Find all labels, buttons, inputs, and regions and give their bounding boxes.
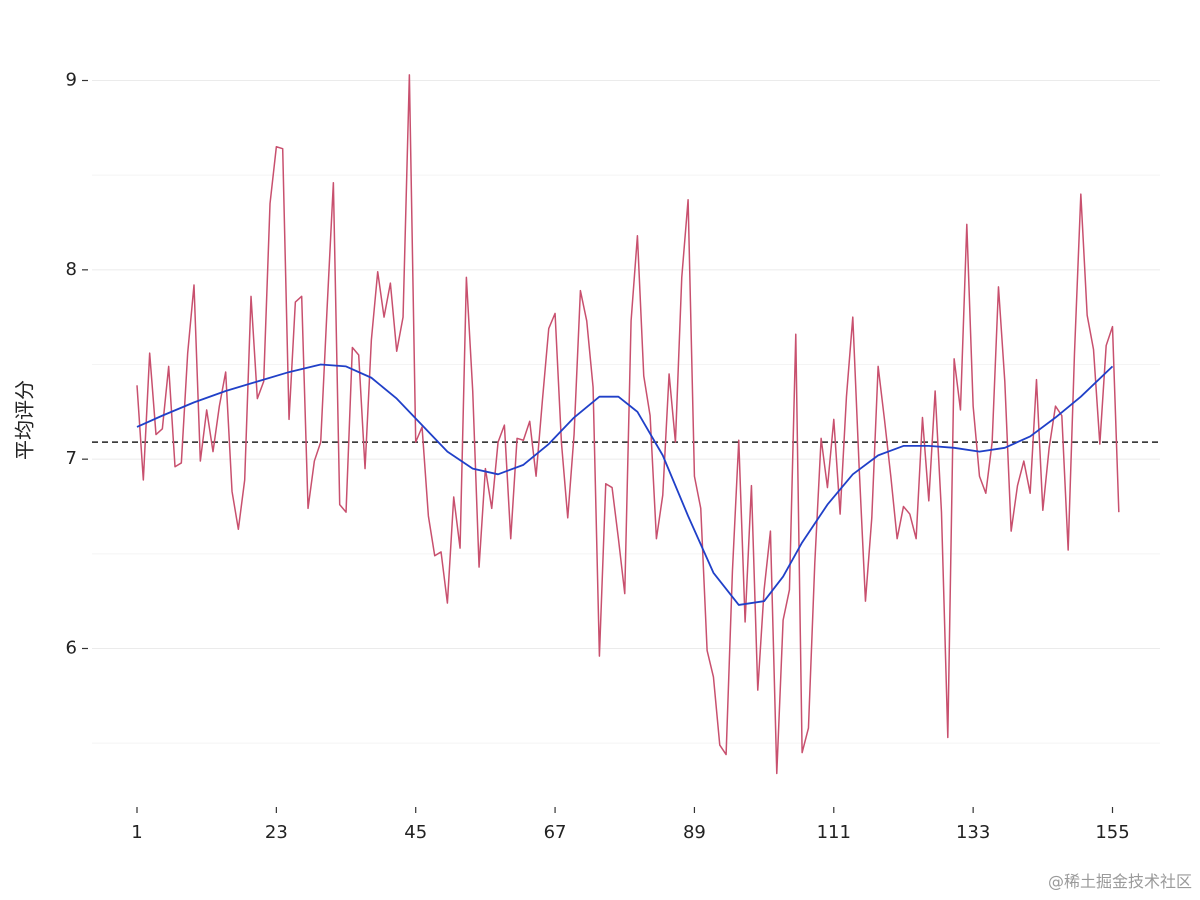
- y-tick-label: 8: [66, 259, 77, 280]
- series-group: [136, 74, 1120, 775]
- x-tick-label: 155: [1095, 822, 1129, 843]
- smoothed-trend-line: [136, 363, 1114, 606]
- major-gridlines: [92, 80, 1160, 649]
- watermark: @稀土掘金技术社区: [1047, 872, 1192, 891]
- x-tick-label: 45: [404, 822, 427, 843]
- rating-series-line: [136, 74, 1120, 775]
- x-tick-label: 111: [817, 822, 851, 843]
- x-tick-label: 1: [131, 822, 142, 843]
- x-tick-label: 133: [956, 822, 990, 843]
- minor-gridlines: [92, 174, 1160, 744]
- y-tick-label: 7: [66, 448, 77, 469]
- y-axis-title: 平均评分: [13, 380, 37, 460]
- x-axis-ticks: 1 23 45 67 89 111 133 155: [131, 807, 1130, 843]
- y-tick-label: 9: [66, 70, 77, 91]
- x-tick-label: 67: [544, 822, 567, 843]
- y-tick-label: 6: [66, 638, 77, 659]
- x-tick-label: 89: [683, 822, 706, 843]
- y-axis-ticks: 6 7 8 9: [66, 70, 88, 659]
- x-tick-label: 23: [265, 822, 288, 843]
